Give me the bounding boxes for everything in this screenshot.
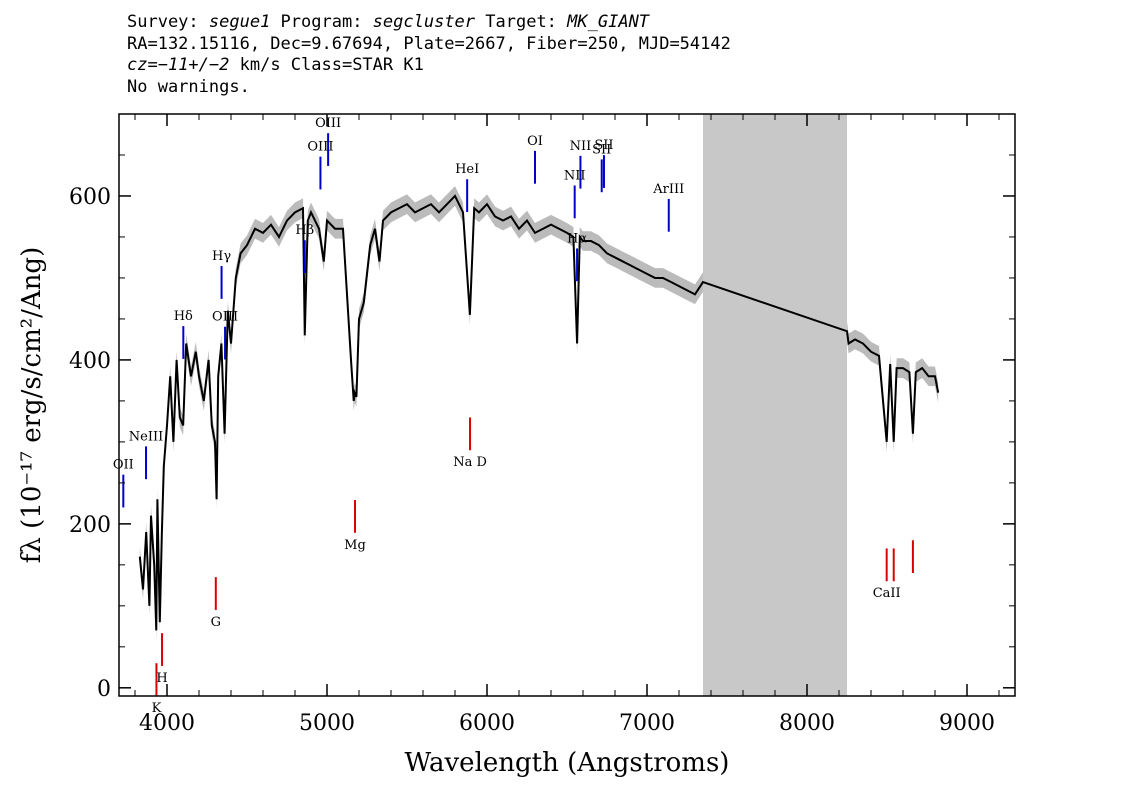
x-tick-label: 6000 xyxy=(459,711,515,736)
cz-label: cz= xyxy=(127,55,158,75)
x-tick-label: 8000 xyxy=(779,711,835,736)
emission-line-label: Hα xyxy=(567,231,587,246)
survey-label: Survey: xyxy=(127,12,209,32)
emission-line-label: NII xyxy=(564,168,586,183)
x-tick-label: 9000 xyxy=(939,711,995,736)
emission-line-label: OIII xyxy=(315,116,341,131)
header-line-redshift: cz=−11+/−2 km/s Class=STAR K1 xyxy=(127,55,731,77)
axis-ticks-layer: 4000 5000 6000 7000 8000 9000 0 200 400 600 xyxy=(69,114,1015,736)
absorption-line-label: Na D xyxy=(453,455,487,470)
spectrum-header: Survey: segue1 Program: segcluster Targe… xyxy=(127,12,731,98)
x-tick-label: 7000 xyxy=(619,711,675,736)
header-line-survey: Survey: segue1 Program: segcluster Targe… xyxy=(127,12,731,34)
absorption-line-label: G xyxy=(211,615,221,630)
survey-value: segue1 xyxy=(208,12,271,32)
emission-line-label: HeI xyxy=(455,162,479,177)
cz-value: −11+/−2 xyxy=(157,55,230,75)
emission-line-label: SII xyxy=(592,142,611,157)
absorption-line-label: H xyxy=(156,671,167,686)
header-line-coordinates: RA=132.15116, Dec=9.67694, Plate=2667, F… xyxy=(127,33,731,54)
emission-line-label: OIII xyxy=(212,310,238,325)
spectrum-line xyxy=(138,194,940,631)
target-value: MK_GIANT xyxy=(567,12,650,32)
emission-line-label: ArIII xyxy=(652,182,684,197)
x-tick-label: 4000 xyxy=(139,711,195,736)
target-label: Target: xyxy=(475,12,568,32)
masked-region-layer xyxy=(703,114,847,696)
emission-line-label: OI xyxy=(527,134,543,149)
error-band-layer xyxy=(139,186,939,641)
emission-line-label: SII xyxy=(594,138,613,153)
absorption-line-label: CaII xyxy=(873,586,901,601)
error-band xyxy=(847,321,939,452)
y-tick-label: 400 xyxy=(69,349,111,374)
emission-line-label: NII xyxy=(570,139,592,154)
spectrum-series-layer xyxy=(138,194,940,631)
y-axis-title: fλ (10⁻¹⁷ erg/s/cm²/Ang) xyxy=(17,247,47,563)
y-tick-label: 200 xyxy=(69,513,111,538)
absorption-line-label: K xyxy=(152,701,162,716)
absorption-line-label: Mg xyxy=(344,538,366,553)
x-tick-label: 5000 xyxy=(299,711,355,736)
emission-line-label: Hγ xyxy=(212,249,231,264)
program-label: Program: xyxy=(270,12,373,32)
emission-line-label: NeIII xyxy=(129,429,163,444)
y-tick-label: 600 xyxy=(69,185,111,210)
plot-frame xyxy=(118,113,1016,697)
emission-line-label: Hδ xyxy=(174,309,193,324)
class-text: km/s Class=STAR K1 xyxy=(229,55,424,75)
emission-line-label: OIII xyxy=(307,140,333,155)
header-line-warnings: No warnings. xyxy=(127,76,250,97)
emission-line-label: OII xyxy=(113,458,134,473)
program-value: segcluster xyxy=(372,12,476,32)
x-axis-title: Wavelength (Angstroms) xyxy=(405,748,730,778)
emission-line-label: Hβ xyxy=(295,223,314,238)
y-tick-label: 0 xyxy=(97,677,111,702)
masked-region xyxy=(703,114,847,696)
